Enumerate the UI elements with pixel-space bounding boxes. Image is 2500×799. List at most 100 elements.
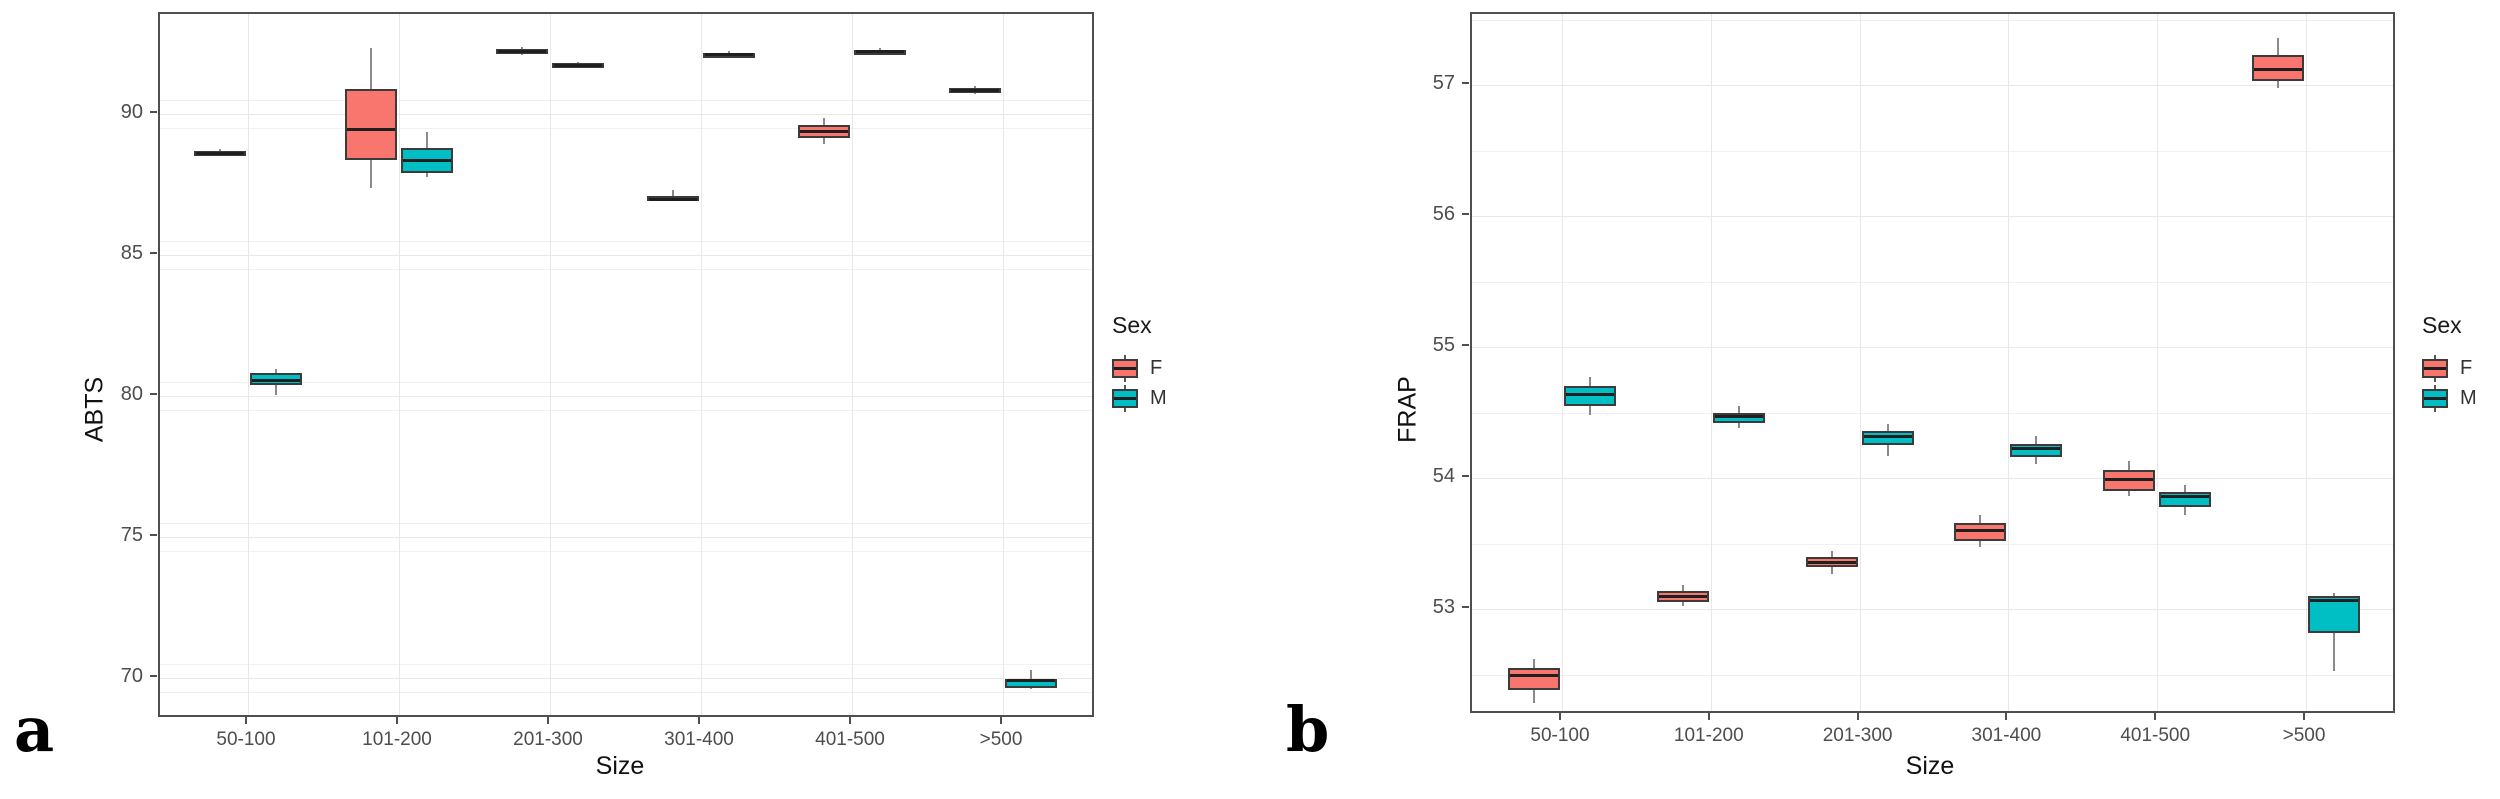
median-line	[1956, 529, 2005, 533]
male-boxplot-key-icon	[1112, 384, 1138, 412]
category-gridline	[1859, 14, 1861, 711]
x-axis-tick	[245, 717, 247, 724]
median-line	[347, 128, 395, 132]
major-gridline	[1472, 347, 2393, 348]
chart-b-panel	[1470, 12, 2395, 713]
chart-a-x-axis-title: Size	[595, 752, 645, 780]
minor-gridline	[160, 692, 1092, 694]
x-axis-tick-label: >500	[2282, 725, 2326, 746]
median-line	[2105, 478, 2154, 482]
y-axis-tick	[1462, 82, 1469, 84]
chart-a-y-axis-title: ABTS	[80, 376, 109, 443]
y-axis-tick-label: 56	[1432, 203, 1455, 225]
x-axis-tick-label: 101-200	[1673, 725, 1744, 746]
median-line	[403, 158, 451, 162]
x-axis-tick-label: 201-300	[513, 729, 583, 750]
median-line	[1566, 393, 1614, 397]
x-axis-tick	[1856, 713, 1859, 720]
y-axis-tick	[1462, 344, 1469, 346]
chart-a-legend-entry-m: M	[1112, 384, 1202, 412]
minor-gridline	[1472, 150, 2393, 152]
panel-label-a: a	[14, 693, 55, 766]
chart-b-y-axis-title: FRAP	[1393, 376, 1422, 443]
median-line	[800, 130, 848, 134]
x-axis-tick	[698, 717, 700, 724]
y-axis-tick-label: 57	[1432, 72, 1455, 94]
y-axis-tick-label: 70	[120, 665, 143, 687]
x-axis-tick	[849, 717, 851, 724]
minor-gridline	[160, 240, 1092, 242]
chart-a-legend: Sex F M	[1112, 312, 1202, 412]
minor-gridline	[160, 663, 1092, 665]
category-gridline	[1003, 14, 1004, 715]
median-line	[2254, 68, 2302, 72]
y-axis-tick-label: 80	[120, 383, 143, 405]
major-gridline	[1472, 478, 2393, 479]
major-gridline	[160, 537, 1092, 538]
major-gridline	[1472, 85, 2393, 86]
y-axis-tick-label: 53	[1432, 596, 1455, 618]
chart-a-legend-entry-f: F	[1112, 354, 1202, 382]
median-line	[1863, 435, 1912, 439]
y-axis-tick	[150, 393, 157, 395]
y-axis-tick-label: 85	[120, 242, 143, 264]
category-gridline	[701, 14, 702, 715]
chart-a-legend-label-f: F	[1150, 356, 1163, 379]
x-axis-tick	[2303, 713, 2305, 720]
chart-a-legend-title: Sex	[1112, 312, 1152, 338]
minor-gridline	[1472, 674, 2393, 676]
minor-gridline	[160, 410, 1092, 412]
chart-b-x-axis-title: Size	[1905, 752, 1955, 780]
median-line	[1007, 679, 1055, 683]
major-gridline	[160, 396, 1092, 397]
category-gridline	[2306, 14, 2307, 711]
minor-gridline	[1472, 412, 2393, 414]
x-axis-tick	[547, 717, 549, 724]
median-line	[649, 197, 697, 201]
y-axis-tick-label: 54	[1432, 465, 1455, 487]
minor-gridline	[1472, 281, 2393, 283]
chart-a-panel	[158, 12, 1094, 717]
chart-b-legend: Sex F M	[2422, 312, 2500, 412]
category-gridline	[1710, 14, 1712, 711]
x-axis-tick-label: 301-400	[664, 729, 734, 750]
category-gridline	[852, 14, 853, 715]
median-line	[1714, 415, 1763, 419]
female-boxplot-key-icon	[2422, 354, 2448, 382]
chart-a-legend-label-m: M	[1150, 386, 1167, 409]
major-gridline	[160, 678, 1092, 679]
y-axis-tick	[1462, 475, 1469, 477]
major-gridline	[1472, 216, 2393, 217]
y-axis-tick	[150, 252, 157, 254]
minor-gridline	[1472, 543, 2393, 545]
chart-b-legend-entry-m: M	[2422, 384, 2500, 412]
y-axis-tick-label: 90	[120, 101, 143, 123]
category-gridline	[2157, 14, 2159, 711]
median-line	[2161, 495, 2210, 499]
chart-b-legend-label-f: F	[2460, 356, 2473, 379]
median-line	[196, 151, 244, 155]
box-iqr	[1508, 667, 1560, 691]
x-axis-tick-label: 301-400	[1971, 725, 2042, 746]
chart-b-legend-entry-f: F	[2422, 354, 2500, 382]
median-line	[554, 63, 602, 67]
x-axis-tick-label: 401-500	[815, 729, 885, 750]
x-axis-tick-label: 50-100	[1530, 725, 1590, 746]
x-axis-tick-label: >500	[979, 729, 1023, 750]
panel-label-b: b	[1286, 693, 1330, 766]
minor-gridline	[160, 551, 1092, 553]
median-line	[498, 50, 546, 54]
y-axis-tick-label: 55	[1432, 334, 1455, 356]
major-gridline	[160, 114, 1092, 115]
male-boxplot-key-icon	[2422, 384, 2448, 412]
median-line	[2012, 446, 2061, 450]
x-axis-tick-label: 401-500	[2120, 725, 2191, 746]
median-line	[1807, 560, 1856, 564]
x-axis-tick-label: 201-300	[1822, 725, 1893, 746]
minor-gridline	[160, 381, 1092, 383]
x-axis-tick	[2154, 713, 2157, 720]
minor-gridline	[160, 99, 1092, 101]
x-axis-tick	[1559, 713, 1561, 720]
chart-b-legend-title: Sex	[2422, 312, 2462, 338]
